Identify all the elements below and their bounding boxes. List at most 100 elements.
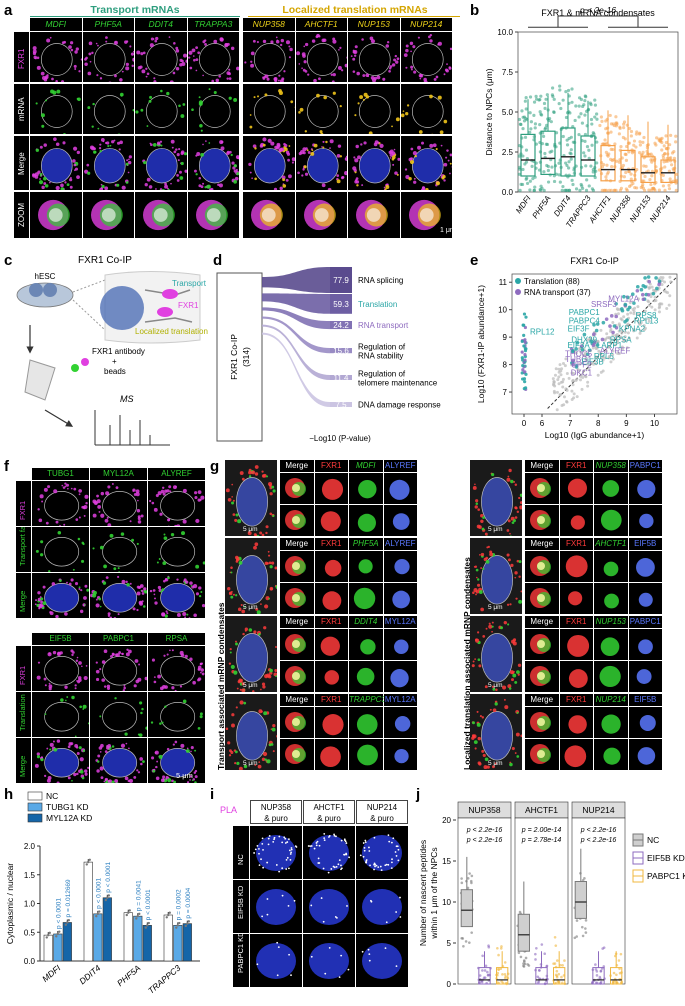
data-point <box>660 137 663 140</box>
data-point <box>652 292 656 296</box>
y-tick-label: 10 <box>498 306 507 315</box>
data-point <box>584 164 587 167</box>
x-axis-label: Log10 (IgG abundance+1) <box>545 430 645 440</box>
data-point <box>595 968 598 971</box>
data-point <box>579 378 582 381</box>
data-point <box>668 294 671 297</box>
data-point <box>550 165 553 168</box>
data-point <box>571 398 574 401</box>
row-label: Merge <box>17 152 26 175</box>
zoom-tile <box>629 551 663 582</box>
micrograph-tile <box>188 136 240 190</box>
zoom-tile <box>349 707 383 738</box>
column-header-gene: MDFI <box>30 18 82 31</box>
data-point <box>525 161 528 164</box>
data-point <box>563 959 566 962</box>
data-point <box>539 189 542 192</box>
data-point <box>611 321 614 324</box>
zoom-tile <box>384 661 418 692</box>
zoom-tile <box>594 661 628 692</box>
data-point <box>648 287 651 290</box>
data-point <box>552 377 555 380</box>
channel-header: Merge <box>280 460 314 472</box>
data-point <box>461 937 464 940</box>
fxr1-label: FXR1 <box>178 301 199 310</box>
row-label: mRNA <box>17 97 26 121</box>
data-point <box>641 183 644 186</box>
x-tick-label: NUP214 <box>648 194 673 224</box>
row-label-box: ZOOM <box>14 192 29 238</box>
data-point <box>668 276 671 279</box>
zoom-tile <box>594 707 628 738</box>
data-point <box>607 155 610 158</box>
data-point <box>561 189 564 192</box>
data-point <box>596 974 599 977</box>
data-point <box>462 945 465 948</box>
data-point <box>615 974 618 977</box>
data-point <box>640 288 644 292</box>
channel-header: Merge <box>280 538 314 550</box>
row-label-box: mRNA <box>14 84 29 134</box>
channel-header: FXR1 <box>560 616 594 628</box>
zoom-tile <box>525 583 559 614</box>
ms-label: MS <box>120 394 134 404</box>
data-point <box>620 187 623 190</box>
data-point <box>552 962 555 965</box>
data-point <box>524 373 527 376</box>
group-label-localized: Localized translation mRNAs <box>250 4 460 16</box>
data-point <box>608 324 612 328</box>
zoom-tile <box>384 505 418 536</box>
legend-rna-transport: RNA transport (37) <box>524 288 591 297</box>
data-point <box>604 119 607 122</box>
data-point <box>545 164 548 167</box>
data-point <box>497 954 500 957</box>
column-header: NUP214 & puro <box>356 800 408 824</box>
data-point <box>652 187 655 190</box>
category-label: Regulation of <box>358 370 406 379</box>
micrograph-tile <box>90 692 147 737</box>
data-point <box>600 371 603 374</box>
data-point <box>622 315 625 318</box>
bar <box>54 934 63 961</box>
hesc-label: hESC <box>35 272 56 281</box>
zoom-tile <box>594 629 628 660</box>
zoom-tile <box>349 505 383 536</box>
data-point <box>565 164 568 167</box>
data-point <box>613 324 617 328</box>
data-point <box>501 973 504 976</box>
zoom-tile <box>629 707 663 738</box>
data-point <box>583 114 586 117</box>
data-point <box>530 120 533 123</box>
data-point <box>658 310 661 313</box>
bar <box>183 924 192 961</box>
row-label-box: Merge <box>16 573 31 618</box>
data-point <box>592 189 595 192</box>
box <box>575 882 586 919</box>
channel-header: FXR1 <box>560 538 594 550</box>
row-label-box: Translation factors <box>16 692 31 737</box>
data-point <box>664 290 667 293</box>
y-tick-label: 7.5 <box>502 68 514 77</box>
micrograph-tile <box>135 192 187 238</box>
row-label-box: NC <box>233 826 249 879</box>
data-point <box>664 134 667 137</box>
channel-header: FXR1 <box>315 694 349 706</box>
legend-entry: PABPC1 KD <box>647 871 685 881</box>
data-point <box>528 964 531 967</box>
data-point <box>662 184 665 187</box>
data-point <box>590 118 593 121</box>
zoom-tile <box>560 707 594 738</box>
data-point <box>649 158 652 161</box>
zoom-tile <box>560 661 594 692</box>
data-point <box>674 140 677 143</box>
data-point <box>660 141 663 144</box>
data-point <box>535 947 538 950</box>
data-point <box>642 136 645 139</box>
data-point <box>619 145 622 148</box>
data-point <box>521 168 524 171</box>
data-point <box>613 972 616 975</box>
row-label-box: PABPC1 KD <box>233 934 249 987</box>
data-point <box>594 104 597 107</box>
scale-bar-label: 5 μm <box>243 682 258 689</box>
zoom-tile <box>349 629 383 660</box>
